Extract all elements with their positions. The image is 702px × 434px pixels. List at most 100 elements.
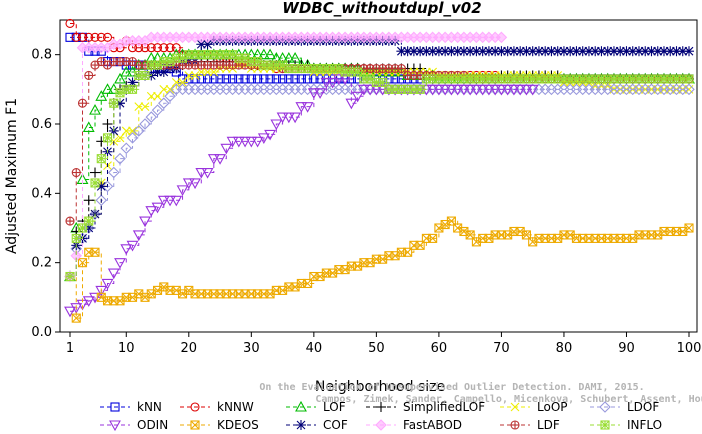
data-point xyxy=(146,91,156,101)
x-tick-label: 1 xyxy=(66,341,74,356)
series-line xyxy=(70,88,689,278)
data-point xyxy=(140,102,150,112)
data-point xyxy=(432,84,445,96)
data-point xyxy=(476,84,489,96)
legend-label: KDEOS xyxy=(217,418,259,432)
x-axis: 1 10 20 30 40 50 60 70 80 90 100 xyxy=(66,332,702,356)
data-point xyxy=(426,84,439,96)
legend-marker xyxy=(375,419,387,431)
legend-label: kNNW xyxy=(217,400,254,414)
legend-item-knn: kNN xyxy=(100,400,162,414)
legend-marker xyxy=(510,402,520,412)
data-point xyxy=(157,195,170,207)
series-kdeos xyxy=(65,216,694,323)
data-point xyxy=(159,43,169,53)
data-point xyxy=(351,91,364,103)
data-point xyxy=(90,167,101,178)
data-point xyxy=(646,46,657,57)
data-point xyxy=(228,74,238,84)
legend-item-cof: COF xyxy=(286,418,348,432)
data-point xyxy=(209,67,219,77)
data-point xyxy=(102,119,113,129)
data-point xyxy=(540,46,551,57)
legend-item-inflo: INFLO xyxy=(590,418,662,432)
data-point xyxy=(278,74,288,84)
data-point xyxy=(132,125,145,137)
y-tick-label: 0.8 xyxy=(31,48,52,63)
data-point xyxy=(683,83,695,96)
data-point xyxy=(95,90,108,101)
data-point xyxy=(102,32,113,42)
data-point xyxy=(307,88,320,99)
data-point xyxy=(71,167,81,178)
legend-label: LDF xyxy=(537,418,560,432)
data-point xyxy=(101,83,114,94)
data-point xyxy=(415,84,425,94)
legend-label: FastABOD xyxy=(403,418,462,432)
data-point xyxy=(114,72,126,84)
data-point xyxy=(82,296,95,307)
legend-label: LDOF xyxy=(627,400,659,414)
data-point xyxy=(215,74,225,84)
data-point xyxy=(203,67,212,77)
series-inflo xyxy=(65,50,694,282)
x-tick-label: 30 xyxy=(243,341,260,356)
data-point xyxy=(176,185,189,196)
data-point xyxy=(95,194,108,207)
data-point xyxy=(490,46,501,57)
data-point xyxy=(320,77,333,89)
data-point xyxy=(207,154,220,165)
data-point xyxy=(284,74,294,84)
data-point xyxy=(145,111,158,123)
legend-marker xyxy=(109,420,121,432)
x-tick-label: 100 xyxy=(677,341,702,356)
data-point xyxy=(71,32,81,42)
plot-frame xyxy=(59,19,698,333)
data-point xyxy=(134,102,144,112)
legend-label: LoOP xyxy=(537,400,568,414)
data-point xyxy=(196,67,206,77)
data-point xyxy=(102,133,113,143)
data-point xyxy=(84,32,94,42)
legend-label: LOF xyxy=(323,400,346,414)
data-point xyxy=(101,278,114,290)
data-point xyxy=(521,230,531,240)
legend-marker xyxy=(190,420,200,430)
data-point xyxy=(402,46,413,57)
data-point xyxy=(615,46,626,57)
data-point xyxy=(107,268,120,280)
data-point xyxy=(120,244,133,255)
data-point xyxy=(84,216,94,226)
legend-item-ldf: LDF xyxy=(500,418,560,432)
data-point xyxy=(427,46,438,57)
data-point xyxy=(396,46,407,57)
data-point xyxy=(71,233,81,243)
data-point xyxy=(577,46,588,57)
data-point xyxy=(114,258,126,269)
series-line xyxy=(70,64,689,278)
data-point xyxy=(139,118,151,130)
data-point xyxy=(684,74,694,84)
data-point xyxy=(84,70,94,81)
data-point xyxy=(240,74,250,84)
data-point xyxy=(96,32,106,42)
legend-marker xyxy=(376,402,386,412)
data-point xyxy=(146,43,156,53)
data-point xyxy=(396,63,406,74)
data-point xyxy=(658,46,669,57)
data-point xyxy=(634,74,644,84)
data-point xyxy=(264,129,277,141)
data-point xyxy=(495,84,508,96)
data-point xyxy=(96,154,106,164)
legend-marker xyxy=(599,401,611,413)
data-point xyxy=(251,136,264,148)
data-point xyxy=(226,136,239,148)
y-axis: 0.0 0.2 0.4 0.6 0.8 xyxy=(31,48,60,340)
data-point xyxy=(309,74,319,84)
data-point xyxy=(526,84,539,96)
series-line xyxy=(70,78,533,312)
data-point xyxy=(482,84,495,96)
data-point xyxy=(303,74,313,84)
data-point xyxy=(684,46,694,57)
